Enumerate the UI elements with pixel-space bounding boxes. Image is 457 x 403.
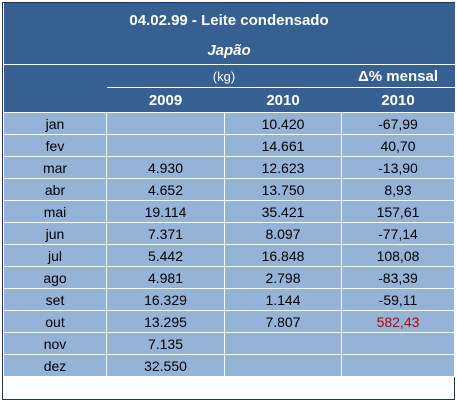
value-2010-cell [224,332,342,355]
table-row: mar 4.930 12.623 -13,90 [3,156,455,179]
table-title: 04.02.99 - Leite condensado [3,3,455,37]
change-header: Δ% mensal [341,64,455,88]
value-2009-cell: 7.371 [106,222,225,245]
value-2009-cell: 13.295 [106,310,225,333]
value-2009-cell: 4.930 [106,156,225,179]
month-cell: fev [3,134,107,157]
value-2009-cell: 4.981 [106,266,225,289]
value-2010-cell: 13.750 [224,178,342,201]
month-cell: ago [3,266,107,289]
table-row: jan 10.420 -67,99 [3,112,455,135]
value-2010-cell: 12.623 [224,156,342,179]
month-cell: jan [3,112,107,135]
month-cell: nov [3,332,107,355]
month-cell: jun [3,222,107,245]
table-row: out 13.295 7.807 582,43 [3,310,455,333]
change-cell: 40,70 [341,134,455,157]
month-cell: dez [3,354,107,377]
change-cell: 157,61 [341,200,455,223]
value-2010-cell: 16.848 [224,244,342,267]
unit-label: (kg) [106,64,342,88]
value-2009-cell [106,134,225,157]
table-row: nov 7.135 [3,332,455,355]
change-cell: -59,11 [341,288,455,311]
value-2009-cell: 32.550 [106,354,225,377]
table-row: mai 19.114 35.421 157,61 [3,200,455,223]
month-cell: mai [3,200,107,223]
value-2010-cell: 7.807 [224,310,342,333]
value-2009-cell: 7.135 [106,332,225,355]
value-2010-cell: 8.097 [224,222,342,245]
value-2009-cell: 4.652 [106,178,225,201]
change-cell: 108,08 [341,244,455,267]
table-row: ago 4.981 2.798 -83,39 [3,266,455,289]
change-year-header: 2010 [341,87,455,113]
table-row: jul 5.442 16.848 108,08 [3,244,455,267]
data-table: 04.02.99 - Leite condensado Japão (kg) Δ… [3,3,455,377]
change-cell [341,332,455,355]
table-row: fev 14.661 40,70 [3,134,455,157]
value-2010-cell: 2.798 [224,266,342,289]
value-2009-cell [106,112,225,135]
table-row: jun 7.371 8.097 -77,14 [3,222,455,245]
value-2010-cell: 14.661 [224,134,342,157]
value-2010-cell [224,354,342,377]
table-row: abr 4.652 13.750 8,93 [3,178,455,201]
month-header [3,64,107,113]
value-2010-cell: 10.420 [224,112,342,135]
change-cell: -67,99 [341,112,455,135]
month-cell: abr [3,178,107,201]
change-cell: -83,39 [341,266,455,289]
table-frame: 04.02.99 - Leite condensado Japão (kg) Δ… [2,2,455,400]
change-cell [341,354,455,377]
table-subtitle: Japão [3,37,455,65]
year-header-2010: 2010 [224,87,342,113]
month-cell: mar [3,156,107,179]
value-2009-cell: 19.114 [106,200,225,223]
month-cell: jul [3,244,107,267]
value-2010-cell: 1.144 [224,288,342,311]
value-2009-cell: 5.442 [106,244,225,267]
table-row: set 16.329 1.144 -59,11 [3,288,455,311]
change-cell: -77,14 [341,222,455,245]
change-cell-highlight: 582,43 [341,310,455,333]
table-row: dez 32.550 [3,354,455,377]
value-2010-cell: 35.421 [224,200,342,223]
year-header-2009: 2009 [106,87,225,113]
value-2009-cell: 16.329 [106,288,225,311]
month-cell: out [3,310,107,333]
change-cell: -13,90 [341,156,455,179]
change-cell: 8,93 [341,178,455,201]
month-cell: set [3,288,107,311]
